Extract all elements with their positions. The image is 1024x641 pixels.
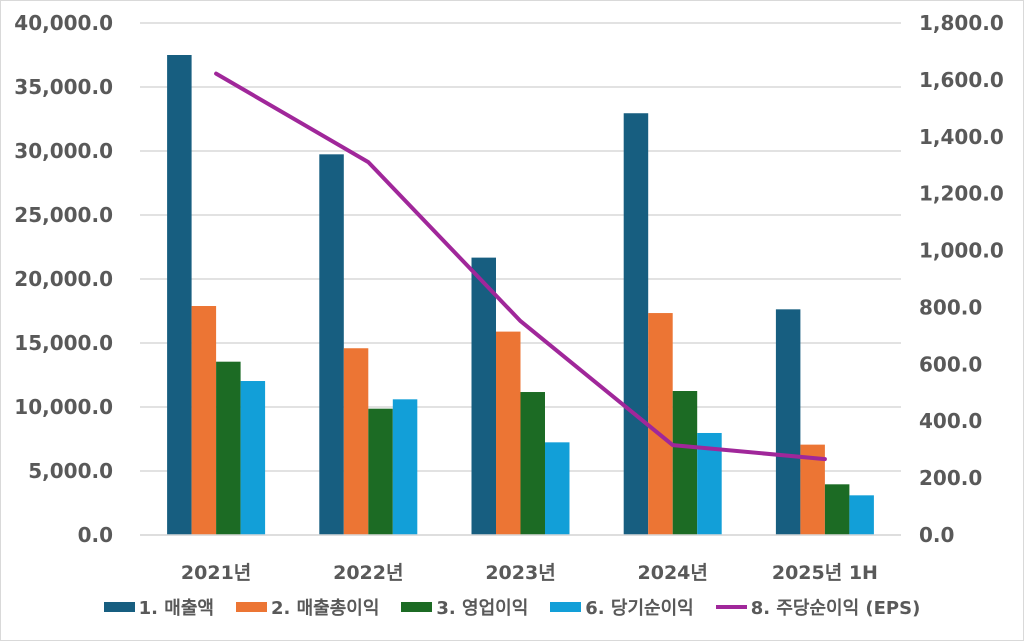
y-tick-label: 20,000.0 — [14, 267, 113, 291]
bar — [240, 381, 266, 535]
legend-label: 2. 매출총이익 — [270, 598, 380, 619]
y2-tick-label: 1,200.0 — [919, 182, 1004, 206]
y-tick-label: 0.0 — [78, 523, 113, 547]
bar — [545, 442, 570, 535]
eps-line — [214, 71, 827, 462]
legend-swatch-gross-profit — [235, 602, 267, 612]
bar — [672, 391, 698, 535]
y2-tick-label: 400.0 — [919, 409, 982, 433]
legend-swatch-revenue — [103, 602, 135, 612]
legend-label: 1. 매출액 — [138, 598, 214, 619]
legend-item-gross-profit: 2. 매출총이익 — [235, 594, 380, 620]
y-tick-label: 5,000.0 — [28, 459, 113, 483]
y-tick-label: 25,000.0 — [14, 203, 113, 227]
y2-tick-label: 1,400.0 — [919, 125, 1004, 149]
bar — [343, 348, 369, 535]
gridlines — [140, 22, 901, 536]
left-y-axis: 0.0 5,000.0 10,000.0 15,000.0 20,000.0 25,000… — [14, 11, 113, 547]
bar — [368, 408, 393, 535]
legend-swatch-eps — [715, 605, 747, 609]
legend: 1. 매출액 2. 매출총이익 3. 영업이익 6. 당기순이익 8. 주당순이… — [0, 594, 1024, 620]
y2-tick-label: 1,600.0 — [919, 68, 1004, 92]
bar — [216, 361, 241, 535]
bar — [623, 113, 649, 536]
bar — [520, 392, 545, 535]
bar — [496, 331, 521, 535]
x-tick-label: 2022년 — [333, 562, 403, 584]
bar — [471, 257, 496, 535]
y-tick-label: 35,000.0 — [14, 75, 113, 99]
y2-tick-label: 0.0 — [919, 523, 954, 547]
bar — [392, 399, 418, 535]
legend-item-eps: 8. 주당순이익 (EPS) — [715, 594, 921, 620]
bar — [824, 484, 850, 535]
x-tick-label: 2021년 — [181, 562, 251, 584]
y2-tick-label: 600.0 — [919, 352, 982, 376]
legend-label: 6. 당기순이익 — [585, 598, 694, 619]
bar-series — [167, 55, 874, 536]
legend-item-operating-income: 3. 영업이익 — [401, 594, 528, 620]
bar — [849, 495, 874, 535]
y2-tick-label: 200.0 — [919, 466, 982, 490]
bar — [191, 306, 217, 535]
legend-item-net-income: 6. 당기순이익 — [550, 594, 694, 620]
y-tick-label: 30,000.0 — [14, 139, 113, 163]
bar — [648, 313, 673, 535]
legend-item-revenue: 1. 매출액 — [103, 594, 214, 620]
eps-line-series — [214, 71, 827, 462]
bar — [167, 55, 192, 535]
y2-tick-label: 1,000.0 — [919, 239, 1004, 263]
x-tick-label: 2024년 — [638, 562, 708, 584]
legend-label: 8. 주당순이익 (EPS) — [750, 598, 921, 619]
bar — [775, 309, 801, 535]
x-tick-label: 2023년 — [485, 562, 555, 584]
chart-plot: 0.0 5,000.0 10,000.0 15,000.0 20,000.0 25,000… — [14, 11, 1004, 584]
legend-swatch-operating-income — [401, 602, 433, 612]
y-tick-label: 40,000.0 — [14, 11, 113, 35]
x-axis: 2021년 2022년 2023년 2024년 2025년 1H — [140, 534, 901, 584]
x-tick-label: 2025년 1H — [772, 562, 878, 584]
legend-label: 3. 영업이익 — [436, 598, 529, 619]
right-y-axis: 0.0 200.0 400.0 600.0 800.0 1,000.0 1,200.0 1,4… — [919, 11, 1004, 547]
y2-tick-label: 1,800.0 — [919, 11, 1004, 35]
y-tick-label: 10,000.0 — [14, 395, 113, 419]
y2-tick-label: 800.0 — [919, 295, 982, 319]
y-tick-label: 15,000.0 — [14, 331, 113, 355]
bar — [319, 154, 344, 535]
legend-swatch-net-income — [550, 602, 582, 612]
